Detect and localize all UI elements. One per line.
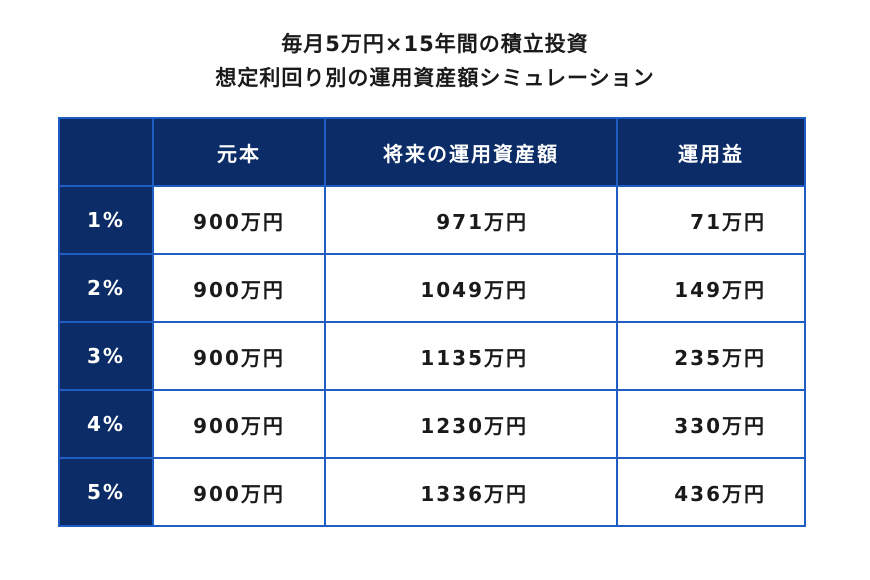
rate-cell: 3%	[58, 321, 154, 391]
future-assets-cell: 1049万円	[324, 253, 618, 323]
profit-cell: 235万円	[616, 321, 806, 391]
rate-cell: 4%	[58, 389, 154, 459]
principal-cell: 900万円	[152, 457, 326, 527]
principal-cell: 900万円	[152, 253, 326, 323]
profit-cell: 149万円	[616, 253, 806, 323]
header-corner	[58, 117, 154, 187]
header-row: 元本 将来の運用資産額 運用益	[58, 117, 806, 187]
table-row: 3% 900万円 1135万円 235万円	[58, 321, 806, 391]
table-row: 2% 900万円 1049万円 149万円	[58, 253, 806, 323]
principal-cell: 900万円	[152, 389, 326, 459]
table-row: 5% 900万円 1336万円 436万円	[58, 457, 806, 527]
table-row: 1% 900万円 971万円 71万円	[58, 185, 806, 255]
title-line-2: 想定利回り別の運用資産額シミュレーション	[215, 66, 655, 90]
table-row: 4% 900万円 1230万円 330万円	[58, 389, 806, 459]
future-assets-cell: 1135万円	[324, 321, 618, 391]
profit-cell: 436万円	[616, 457, 806, 527]
principal-cell: 900万円	[152, 321, 326, 391]
rate-cell: 5%	[58, 457, 154, 527]
header-profit: 運用益	[616, 117, 806, 187]
rate-cell: 1%	[58, 185, 154, 255]
profit-cell: 330万円	[616, 389, 806, 459]
future-assets-cell: 971万円	[324, 185, 618, 255]
future-assets-cell: 1230万円	[324, 389, 618, 459]
profit-cell: 71万円	[616, 185, 806, 255]
future-assets-cell: 1336万円	[324, 457, 618, 527]
simulation-table: 元本 将来の運用資産額 運用益 1% 900万円 971万円 71万円 2% 900万円 1…	[58, 117, 806, 527]
header-principal: 元本	[152, 117, 326, 187]
principal-cell: 900万円	[152, 185, 326, 255]
rate-cell: 2%	[58, 253, 154, 323]
header-future-assets: 将来の運用資産額	[324, 117, 618, 187]
title-line-1: 毎月5万円×15年間の積立投資	[281, 32, 589, 56]
